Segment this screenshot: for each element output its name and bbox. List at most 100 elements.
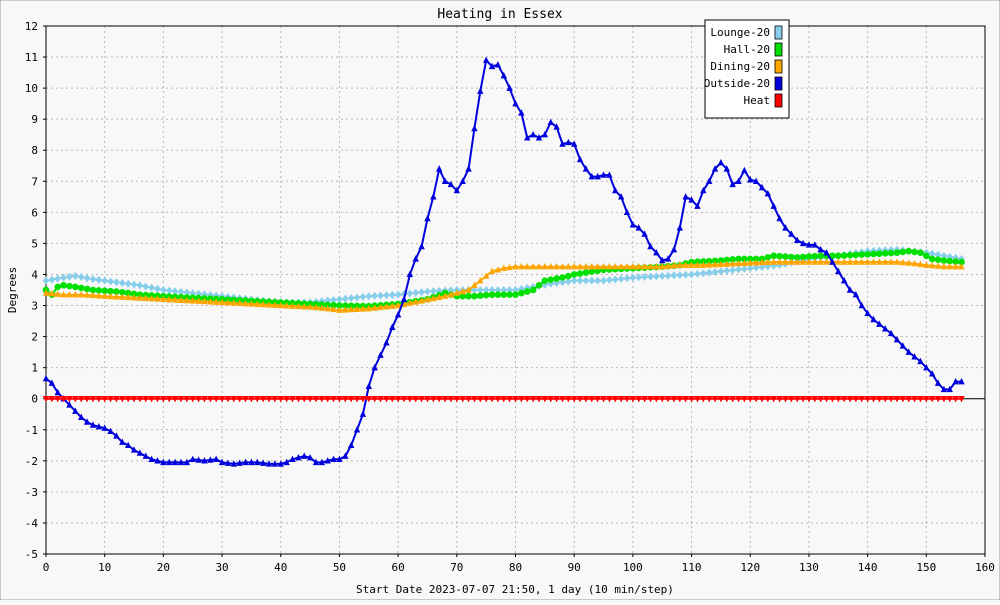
outside-20-point (418, 242, 425, 250)
heat-point (324, 396, 331, 403)
outside-20-point (482, 56, 490, 63)
heat-point (711, 396, 719, 403)
x-tick-label: 100 (623, 561, 643, 574)
outside-20-point (295, 454, 302, 461)
outside-20-point (653, 249, 660, 256)
dining-20-point (389, 302, 396, 309)
outside-20-point (553, 123, 560, 130)
heat-point (353, 396, 361, 403)
outside-20-point (676, 224, 684, 231)
dining-20-point (447, 290, 455, 298)
lounge-20-point (330, 295, 337, 304)
outside-20-point (347, 441, 355, 448)
dining-20-point (365, 304, 372, 312)
hall-20-point (729, 256, 736, 263)
outside-20-point (735, 177, 742, 184)
heat-point (207, 396, 214, 403)
heat-point (723, 396, 730, 403)
dining-20-point (535, 263, 543, 270)
heat-point (383, 396, 390, 403)
heat-point (852, 396, 860, 403)
dining-20-point (835, 258, 842, 265)
heat-point (617, 396, 625, 403)
hall-20-point (83, 285, 91, 293)
heat-point (283, 396, 290, 403)
dining-20-point (729, 260, 736, 267)
dining-20-point (752, 259, 760, 266)
outside-20-point (207, 456, 214, 463)
hall-20-point (717, 257, 725, 264)
hall-20-point (782, 253, 789, 260)
hall-20-point (471, 292, 478, 300)
lounge-20-point (747, 264, 754, 273)
lounge-20-point (570, 276, 578, 285)
y-tick-label: 12 (25, 20, 38, 33)
heat-point (576, 396, 584, 403)
hall-20-point (864, 250, 871, 258)
outside-20-point (547, 118, 554, 125)
heat-point (301, 396, 308, 403)
outside-20-point (342, 452, 349, 459)
x-tick-label: 90 (568, 561, 581, 574)
outside-20-point (705, 177, 713, 184)
dining-20-point (488, 267, 496, 275)
y-tick-label: -5 (25, 548, 38, 561)
outside-20-point (570, 140, 578, 147)
outside-20-point (124, 441, 132, 448)
heat-point (42, 396, 50, 403)
lounge-20-point (412, 288, 419, 297)
lounge-20-point (629, 273, 637, 282)
hall-20-point (529, 286, 537, 294)
outside-20-point (78, 413, 85, 421)
outside-20-point (829, 258, 836, 265)
dining-20-point (905, 259, 912, 266)
hall-20-point (770, 252, 778, 260)
outside-20-point (113, 432, 120, 439)
heat-point (676, 396, 684, 403)
heat-point (459, 396, 466, 403)
dining-20-point (711, 260, 719, 268)
legend-swatch-heat (774, 93, 783, 108)
hall-20-point (711, 257, 719, 265)
outside-20-point (166, 458, 173, 466)
lounge-20-point (359, 292, 367, 301)
lounge-20-point (741, 264, 748, 273)
outside-20-point (224, 459, 232, 466)
dining-20-point (89, 291, 97, 299)
dining-20-point (723, 260, 730, 267)
lounge-20-point (142, 282, 149, 291)
dining-20-point (518, 263, 525, 270)
outside-20-point (623, 208, 631, 216)
outside-20-point (635, 224, 642, 231)
heat-point (905, 396, 912, 403)
lounge-20-point (365, 292, 372, 301)
hall-20-point (588, 268, 596, 275)
heat-point (835, 396, 842, 403)
hall-20-point (113, 288, 120, 295)
outside-20-point (682, 193, 689, 200)
lounge-20-point (647, 272, 654, 281)
heat-point (776, 396, 783, 403)
dining-20-point (218, 298, 226, 306)
dining-20-point (336, 306, 343, 313)
heat-point (893, 396, 901, 403)
dining-20-point (207, 298, 214, 305)
outside-20-point (700, 186, 707, 194)
heat-point (342, 396, 349, 403)
series-dining-20 (42, 258, 965, 313)
outside-20-point (811, 241, 819, 248)
hall-20-point (905, 247, 913, 255)
heat-point (113, 396, 120, 403)
dining-20-point (347, 305, 355, 313)
dining-20-point (95, 292, 103, 299)
lounge-20-point (588, 276, 595, 285)
dining-20-point (394, 301, 402, 309)
lounge-20-point (418, 288, 425, 297)
heat-point (494, 396, 502, 403)
x-tick-label: 160 (975, 561, 995, 574)
hall-20-point (66, 282, 73, 290)
heat-point (917, 396, 924, 403)
lounge-20-point (524, 283, 531, 292)
heat-point (424, 396, 431, 403)
heat-point (72, 396, 79, 403)
